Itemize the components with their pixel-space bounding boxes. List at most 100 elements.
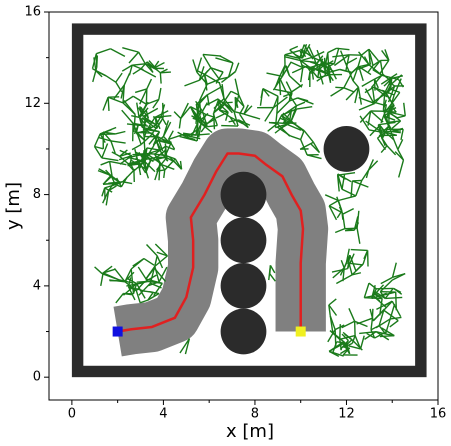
- tree-branch: [196, 69, 205, 75]
- tree-branch: [139, 117, 147, 126]
- tree-branch: [203, 74, 208, 91]
- tree-branch: [374, 290, 386, 299]
- tree-branch: [204, 73, 220, 84]
- tree-branch: [100, 160, 110, 166]
- tree-branch: [380, 78, 390, 85]
- tree-branch: [281, 61, 292, 77]
- tree-branch: [115, 72, 123, 83]
- tree-branch: [334, 329, 337, 346]
- tree-branch: [397, 139, 404, 150]
- start-marker: [112, 326, 123, 337]
- tree-branch: [146, 78, 153, 90]
- tree-branch: [397, 159, 405, 178]
- tree-branch: [234, 94, 240, 111]
- tree-branch: [138, 51, 146, 65]
- tree-branch: [139, 299, 149, 304]
- tree-branch: [122, 181, 133, 185]
- tree-branch: [140, 132, 154, 146]
- tree-branch: [95, 70, 103, 78]
- tree-branch: [166, 157, 176, 164]
- tree-branch: [300, 48, 313, 58]
- tree-branch: [308, 46, 315, 58]
- tree-branch: [93, 57, 97, 72]
- tree-branch: [288, 75, 303, 88]
- tree-branch: [107, 96, 124, 104]
- tree-branch: [345, 86, 359, 101]
- tree-branch: [239, 113, 249, 128]
- tree-branch: [108, 161, 113, 177]
- tree-branch: [192, 110, 200, 122]
- tree-branch: [113, 267, 126, 283]
- tree-branch: [127, 156, 146, 163]
- tree-branch: [342, 207, 354, 215]
- tree-branch: [281, 114, 288, 125]
- tree-branch: [388, 120, 401, 123]
- tree-branch: [383, 109, 393, 117]
- tree-branch: [163, 169, 166, 178]
- tree-branch: [224, 111, 229, 121]
- tree-branch: [146, 98, 160, 105]
- tree-branch: [340, 259, 345, 269]
- tree-branch: [316, 49, 321, 59]
- tree-branch: [380, 112, 386, 124]
- tree-branch: [192, 59, 198, 73]
- tree-branch: [140, 68, 157, 78]
- tree-branch: [384, 104, 388, 113]
- tree-branch: [332, 54, 350, 58]
- tree-branch: [336, 196, 343, 212]
- tree-branch: [195, 104, 200, 122]
- obstacle: [220, 263, 267, 309]
- tree-branch: [121, 64, 133, 72]
- tree-branch: [126, 123, 139, 126]
- tree-branch: [389, 319, 399, 328]
- tree-branch: [339, 334, 356, 340]
- y-axis-label: y [m]: [3, 182, 24, 230]
- tree-branch: [357, 87, 363, 105]
- tree-branch: [306, 154, 322, 160]
- tree-branch: [140, 61, 148, 70]
- tree-branch: [276, 100, 290, 115]
- tree-branch: [359, 335, 365, 350]
- tree-branch: [110, 140, 126, 144]
- tree-branch: [269, 265, 276, 274]
- tree-branch: [179, 160, 183, 170]
- tree-branch: [382, 73, 392, 82]
- tree-branch: [198, 112, 209, 123]
- tree-branch: [384, 131, 395, 141]
- tree-branch: [227, 62, 234, 78]
- tree-branch: [156, 139, 172, 143]
- tree-branch: [201, 111, 208, 127]
- tree-branch: [393, 287, 403, 295]
- tree-branch: [272, 75, 283, 91]
- tree-branch: [284, 49, 301, 56]
- tree-branch: [213, 68, 224, 73]
- tree-branch: [369, 124, 381, 137]
- tree-branch: [119, 152, 131, 157]
- tree-branch: [328, 205, 338, 221]
- x-tick-label: 16: [430, 407, 447, 422]
- tree-branch: [372, 308, 385, 322]
- tree-branch: [301, 43, 311, 59]
- tree-branch: [151, 139, 157, 150]
- tree-branch: [212, 113, 218, 126]
- tree-branch: [210, 67, 220, 80]
- tree-branch: [311, 55, 324, 71]
- tree-branch: [372, 59, 381, 67]
- tree-branch: [101, 273, 120, 281]
- tree-branch: [282, 112, 296, 125]
- tree-branch: [300, 56, 313, 62]
- tree-branch: [354, 87, 360, 104]
- tree-branch: [123, 73, 131, 86]
- tree-branch: [154, 116, 161, 130]
- tree-branch: [348, 308, 356, 322]
- tree-branch: [162, 120, 170, 137]
- tree-branch: [274, 123, 287, 134]
- tree-branch: [167, 138, 176, 150]
- tree-branch: [273, 96, 288, 109]
- tree-branch: [290, 105, 298, 122]
- tree-branch: [368, 48, 379, 62]
- tree-branch: [262, 87, 279, 97]
- tree-branch: [279, 117, 295, 125]
- tree-branch: [206, 85, 223, 96]
